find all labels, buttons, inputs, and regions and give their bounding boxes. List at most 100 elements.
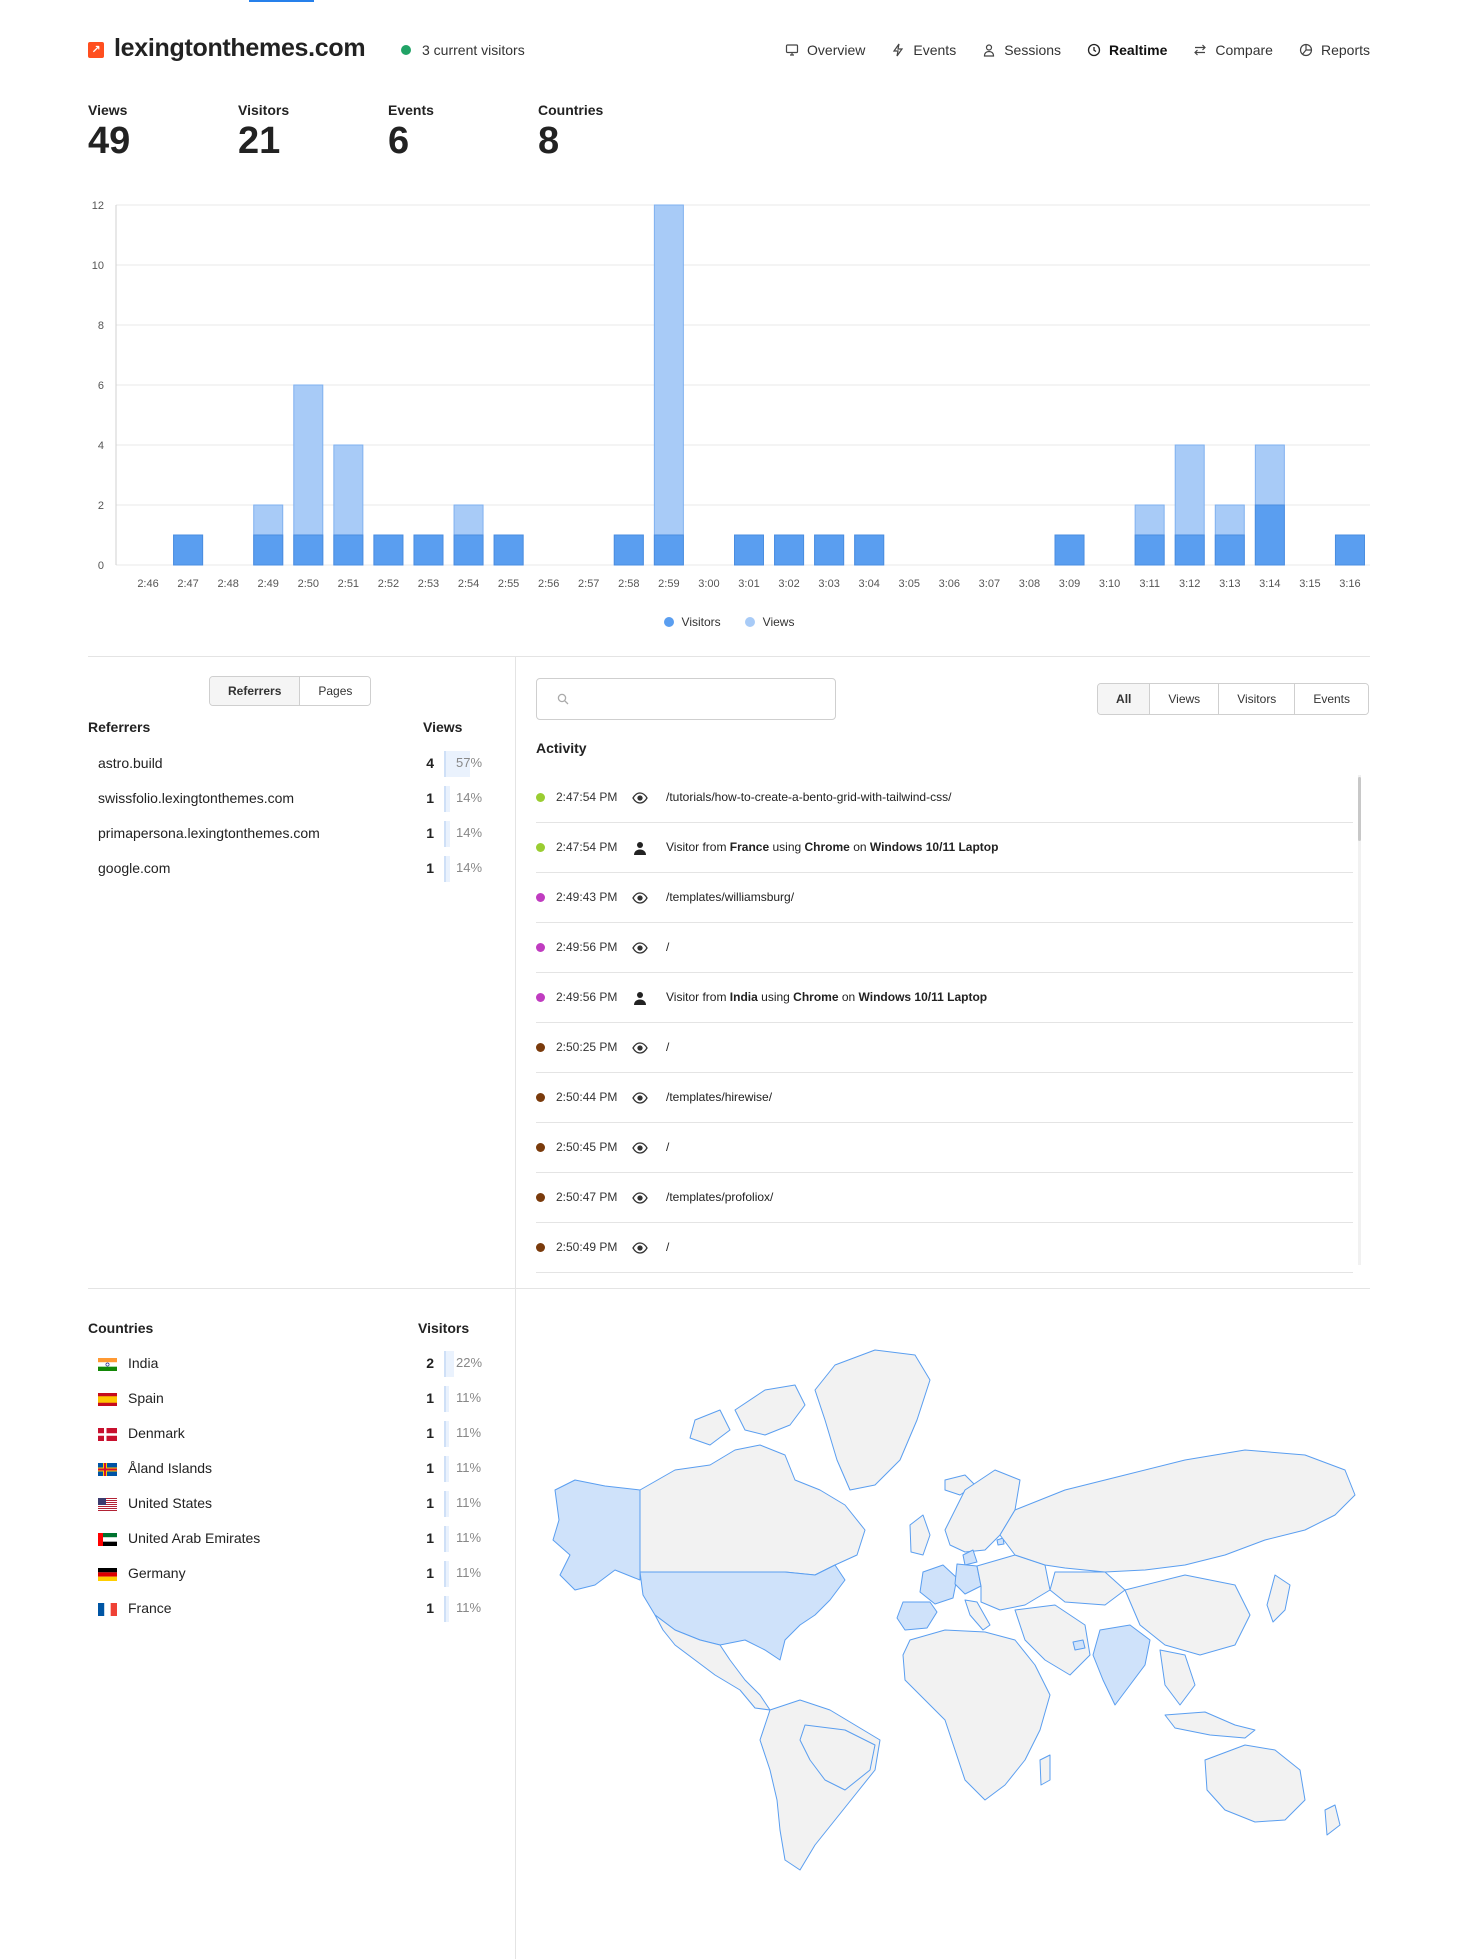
activity-device: Windows 10/11 Laptop (869, 840, 999, 854)
map-new-zealand (1324, 1804, 1341, 1836)
tab-pages[interactable]: Pages (300, 677, 371, 705)
filter-events[interactable]: Events (1295, 684, 1368, 714)
legend-visitors-label: Visitors (681, 615, 721, 629)
filter-all[interactable]: All (1098, 684, 1151, 714)
nav-events[interactable]: Events (891, 38, 956, 62)
country-share-bar (444, 1351, 454, 1377)
world-map[interactable] (545, 1340, 1360, 1880)
activity-country: India (729, 990, 758, 1004)
activity-text-pre: Visitor from (666, 840, 730, 854)
referrer-name: google.com (98, 860, 171, 876)
country-row[interactable]: France 1 11% (88, 1592, 488, 1627)
x-tick-label: 2:58 (618, 578, 639, 590)
session-color-dot (536, 843, 545, 852)
search-icon (557, 693, 569, 705)
country-row[interactable]: Åland Islands 1 11% (88, 1452, 488, 1487)
activity-search-input[interactable] (536, 678, 836, 720)
country-share-bar (444, 1526, 449, 1552)
nav-reports[interactable]: Reports (1299, 38, 1370, 62)
country-row[interactable]: Denmark 1 11% (88, 1417, 488, 1452)
nav-sessions[interactable]: Sessions (982, 38, 1061, 62)
country-row[interactable]: Spain 1 11% (88, 1382, 488, 1417)
map-japan (1266, 1574, 1291, 1623)
country-row[interactable]: United Arab Emirates 1 11% (88, 1522, 488, 1557)
nav-compare[interactable]: Compare (1193, 38, 1273, 62)
bolt-icon (891, 43, 905, 57)
filter-views[interactable]: Views (1150, 684, 1220, 714)
map-india (1092, 1624, 1151, 1706)
visitors-bar (1334, 534, 1365, 566)
legend-visitors-dot (663, 617, 674, 627)
referrers-list: astro.build 4 57% swissfolio.lexingtontheme… (88, 747, 488, 887)
country-row[interactable]: United States 1 11% (88, 1487, 488, 1522)
x-tick-label: 2:51 (338, 578, 359, 590)
activity-row[interactable]: 2:50:25 PM / (536, 1023, 1353, 1073)
referrer-count: 1 (426, 825, 434, 841)
visitors-bar (1254, 504, 1285, 566)
map-canada (639, 1444, 866, 1576)
country-row[interactable]: Germany 1 11% (88, 1557, 488, 1592)
x-tick-label: 3:14 (1259, 578, 1280, 590)
legend-views[interactable]: Views (744, 615, 794, 629)
referrer-row[interactable]: astro.build 4 57% (88, 747, 488, 782)
referrer-count: 1 (426, 860, 434, 876)
activity-time: 2:50:25 PM (556, 1040, 618, 1054)
referrer-row[interactable]: google.com 1 14% (88, 852, 488, 887)
tab-referrers[interactable]: Referrers (210, 677, 301, 705)
activity-page-path: /templates/williamsburg/ (666, 890, 795, 904)
activity-row[interactable]: 2:50:47 PM/templates/profoliox/ (536, 1173, 1353, 1223)
session-color-dot (536, 993, 545, 1002)
session-color-dot (536, 1093, 545, 1102)
nav-realtime[interactable]: Realtime (1087, 38, 1167, 62)
chart-legend: Visitors Views (88, 615, 1370, 629)
activity-row[interactable]: 2:49:56 PM / (536, 923, 1353, 973)
session-color-dot (536, 893, 545, 902)
activity-row[interactable]: 2:50:44 PM/templates/hirewise/ (536, 1073, 1353, 1123)
activity-row[interactable]: 2:47:54 PM/tutorials/how-to-create-a-ben… (536, 773, 1353, 823)
column-divider (515, 656, 516, 1959)
section-divider (88, 1288, 1370, 1289)
referrer-row[interactable]: primapersona.lexingtonthemes.com 1 14% (88, 817, 488, 852)
visitors-bar (413, 534, 444, 566)
map-madagascar (1039, 1754, 1051, 1786)
activity-filter: All Views Visitors Events (1097, 683, 1369, 715)
map-uae (1072, 1639, 1086, 1651)
activity-row[interactable]: 2:50:49 PM / (536, 1223, 1353, 1273)
referrer-percent: 14% (456, 825, 483, 840)
country-percent: 11% (456, 1565, 482, 1580)
country-name: Denmark (128, 1425, 185, 1441)
visitors-bar (1134, 534, 1165, 566)
x-tick-label: 2:57 (578, 578, 599, 590)
swap-icon (1193, 43, 1207, 57)
map-spain (896, 1601, 938, 1631)
activity-row[interactable]: 2:49:56 PM Visitor from India using Chrom… (536, 973, 1353, 1023)
x-tick-label: 3:11 (1139, 578, 1160, 590)
map-arctic-islands (734, 1384, 806, 1436)
site-name[interactable]: lexingtonthemes.com (114, 34, 366, 62)
activity-country: France (729, 840, 770, 854)
referrer-row[interactable]: swissfolio.lexingtonthemes.com 1 14% (88, 782, 488, 817)
visitors-bar (453, 534, 484, 566)
x-tick-label: 3:02 (778, 578, 799, 590)
activity-time: 2:49:56 PM (556, 940, 618, 954)
map-alaska (552, 1479, 641, 1591)
activity-scrollbar[interactable] (1358, 775, 1361, 1265)
y-tick-label: 6 (98, 380, 104, 392)
activity-row[interactable]: 2:47:54 PM Visitor from France using Chro… (536, 823, 1353, 873)
country-row[interactable]: India 2 22% (88, 1347, 488, 1382)
legend-visitors[interactable]: Visitors (663, 615, 721, 629)
current-visitors: 3 current visitors (422, 42, 525, 58)
metric-label: Visitors (238, 102, 290, 118)
nav-overview[interactable]: Overview (785, 38, 865, 62)
x-tick-label: 3:06 (939, 578, 960, 590)
uae-flag-icon (98, 1533, 117, 1546)
metrics-row: Views 49 Visitors 21 Events 6 Countries … (88, 102, 688, 163)
eye-icon (632, 891, 648, 904)
referrers-column-header: Referrers (88, 719, 151, 735)
filter-visitors[interactable]: Visitors (1219, 684, 1296, 714)
activity-row[interactable]: 2:49:43 PM/templates/williamsburg/ (536, 873, 1353, 923)
activity-browser: Chrome (804, 840, 850, 854)
activity-scrollbar-thumb[interactable] (1358, 777, 1361, 841)
activity-row[interactable]: 2:50:45 PM / (536, 1123, 1353, 1173)
visitors-bar (173, 534, 204, 566)
